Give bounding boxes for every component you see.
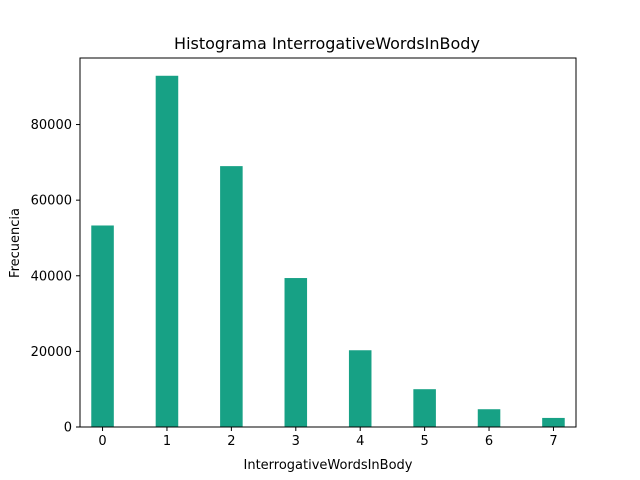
y-tick-label: 0 <box>64 421 72 436</box>
x-axis-label: InterrogativeWordsInBody <box>244 458 413 473</box>
x-tick-label: 2 <box>227 434 235 449</box>
x-tick-label: 0 <box>98 434 106 449</box>
y-tick-label: 40000 <box>31 269 72 284</box>
x-tick-label: 5 <box>420 434 428 449</box>
y-axis-ticks: 0 20000 40000 60000 80000 <box>31 118 80 436</box>
x-tick-label: 6 <box>485 434 493 449</box>
x-tick-label: 3 <box>292 434 300 449</box>
x-axis-ticks: 0 1 2 3 4 5 6 7 <box>98 427 558 449</box>
plot-area-frame <box>79 57 577 428</box>
bar-3 <box>284 278 308 427</box>
x-tick-label: 4 <box>356 434 364 449</box>
bar-6 <box>477 409 501 427</box>
bar-4 <box>348 350 372 427</box>
y-tick-label: 60000 <box>31 194 72 209</box>
bar-5 <box>413 389 436 427</box>
y-axis-label: Frecuencia <box>8 208 23 278</box>
y-tick-label: 20000 <box>31 345 72 360</box>
x-tick-label: 7 <box>549 434 557 449</box>
bar-2 <box>220 166 243 428</box>
x-tick-label: 1 <box>163 434 171 449</box>
chart-title: Histograma InterrogativeWordsInBody <box>174 34 480 53</box>
y-tick-label: 80000 <box>31 118 72 133</box>
bar-0 <box>91 225 114 427</box>
bar-1 <box>155 75 179 427</box>
bar-7 <box>542 417 565 427</box>
bars-group <box>91 75 565 428</box>
